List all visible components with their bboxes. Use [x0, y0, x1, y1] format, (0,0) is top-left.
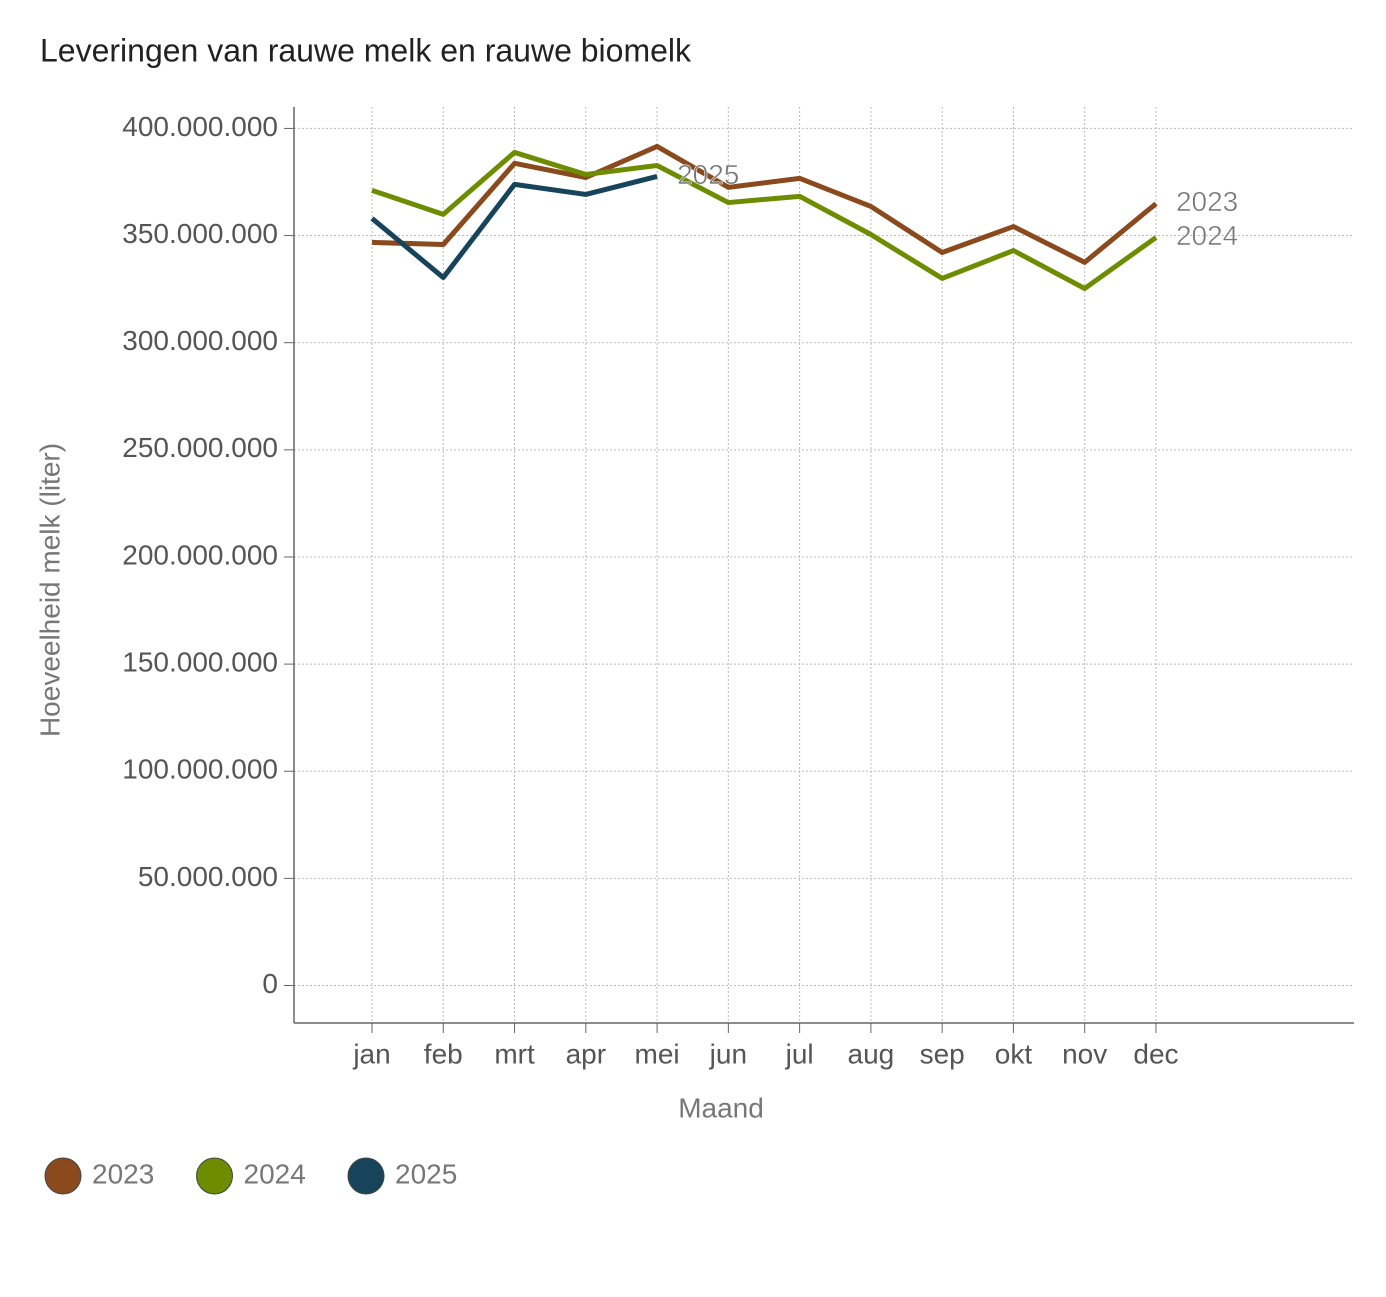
x-tick-label: okt	[995, 1038, 1033, 1069]
y-tick-label: 150.000.000	[122, 646, 278, 677]
chart-title: Leveringen van rauwe melk en rauwe biome…	[40, 32, 692, 68]
x-axis-label: Maand	[678, 1092, 764, 1123]
legend-marker	[44, 1157, 82, 1195]
series-end-label: 2024	[1176, 220, 1238, 251]
x-tick-label: jan	[352, 1038, 390, 1069]
x-tick-label: jun	[709, 1038, 747, 1069]
x-tick-label: apr	[566, 1038, 606, 1069]
y-tick-label: 350.000.000	[122, 218, 278, 249]
y-axis-label: Hoeveelheid melk (liter)	[34, 443, 65, 737]
y-tick-label: 100.000.000	[122, 754, 278, 785]
series-line	[371, 143, 1158, 265]
y-tick-label: 50.000.000	[138, 861, 278, 892]
series-end-label: 2023	[1176, 186, 1238, 217]
x-tick-label: dec	[1133, 1038, 1178, 1069]
legend-label: 2025	[395, 1158, 457, 1189]
series-line	[371, 149, 1158, 291]
x-tick-label: aug	[848, 1038, 895, 1069]
x-tick-label: jul	[785, 1038, 814, 1069]
y-tick-label: 0	[262, 968, 278, 999]
y-tick-label: 200.000.000	[122, 539, 278, 570]
y-tick-label: 400.000.000	[122, 111, 278, 142]
y-tick-label: 300.000.000	[122, 325, 278, 356]
legend-marker	[196, 1157, 233, 1195]
x-tick-label: nov	[1062, 1038, 1107, 1069]
y-tick-label: 250.000.000	[122, 432, 278, 463]
x-tick-label: mrt	[494, 1038, 535, 1069]
legend-label: 2023	[92, 1158, 154, 1189]
series-line	[370, 173, 658, 281]
series-end-label: 2025	[677, 159, 739, 190]
x-tick-label: sep	[920, 1038, 965, 1069]
x-tick-label: feb	[424, 1038, 463, 1069]
legend-label: 2024	[244, 1158, 306, 1189]
x-tick-label: mei	[635, 1038, 680, 1069]
legend-marker	[347, 1157, 385, 1195]
